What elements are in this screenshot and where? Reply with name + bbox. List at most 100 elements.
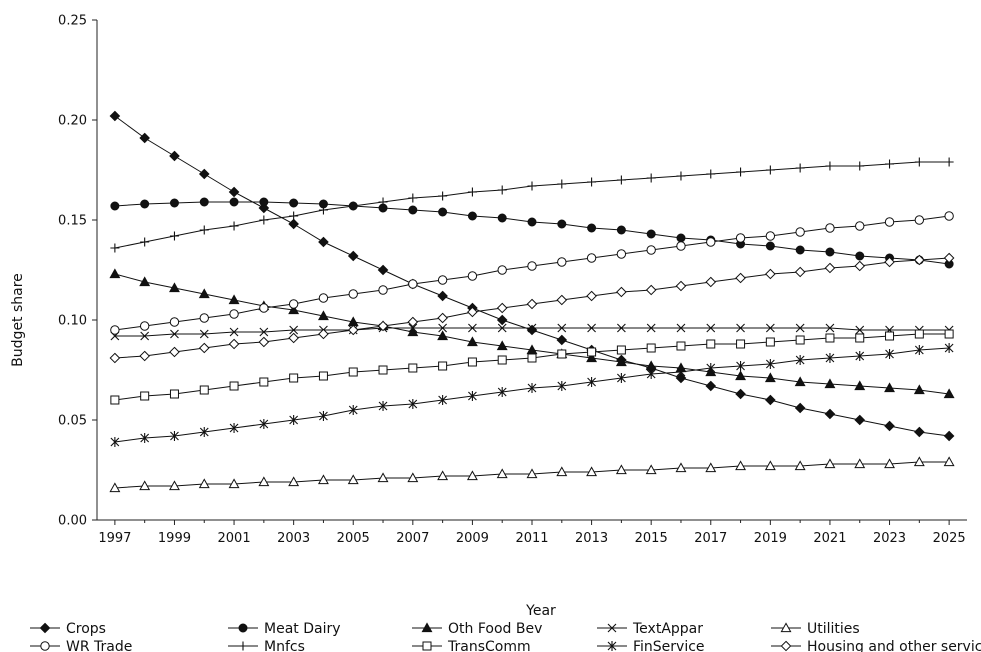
data-point-oth-food-bev xyxy=(854,380,866,391)
data-point-utilities xyxy=(466,470,478,481)
data-point-housing-and-other-services xyxy=(407,316,419,328)
data-point-oth-food-bev xyxy=(824,378,836,389)
data-point-transcomm xyxy=(855,333,865,343)
data-point-finservice xyxy=(557,381,567,391)
data-point-crops xyxy=(794,402,806,414)
data-point-wr-trade xyxy=(676,241,686,251)
data-point-mnfcs xyxy=(557,179,567,189)
data-point-transcomm xyxy=(646,343,656,353)
data-point-transcomm xyxy=(110,395,120,405)
x-tick-label: 2009 xyxy=(456,531,489,546)
data-point-wr-trade xyxy=(259,303,269,313)
data-point-finservice xyxy=(110,437,120,447)
legend-marker-meat-dairy xyxy=(238,623,248,633)
x-tick-label: 2003 xyxy=(277,531,310,546)
data-point-utilities xyxy=(556,466,568,477)
data-point-meat-dairy xyxy=(557,219,567,229)
data-point-finservice xyxy=(706,363,716,373)
data-point-transcomm xyxy=(318,371,328,381)
data-point-textappar xyxy=(140,331,150,341)
y-tick-label: 0.15 xyxy=(58,214,87,229)
data-point-mnfcs xyxy=(229,221,239,231)
data-point-utilities xyxy=(526,468,538,479)
legend-label: Utilities xyxy=(807,621,860,637)
data-point-finservice xyxy=(527,383,537,393)
data-point-wr-trade xyxy=(586,253,597,263)
series-line-wr-trade xyxy=(114,215,950,331)
data-point-wr-trade xyxy=(944,211,954,221)
x-tick-label: 2005 xyxy=(337,531,370,546)
data-point-mnfcs xyxy=(408,193,418,203)
data-point-crops xyxy=(824,408,836,420)
data-point-textappar xyxy=(408,323,418,333)
data-point-transcomm xyxy=(616,345,626,355)
data-point-transcomm xyxy=(736,339,746,349)
data-point-textappar xyxy=(497,323,507,333)
data-point-textappar xyxy=(438,323,448,333)
data-point-mnfcs xyxy=(318,205,328,215)
data-point-wr-trade xyxy=(378,285,388,295)
legend-item-textappar: TextAppar xyxy=(597,621,703,637)
data-point-mnfcs xyxy=(110,243,120,253)
data-point-finservice xyxy=(616,373,626,383)
data-point-oth-food-bev xyxy=(794,376,806,387)
data-point-utilities xyxy=(198,478,210,489)
data-point-utilities xyxy=(407,472,419,483)
data-point-meat-dairy xyxy=(140,199,150,209)
data-point-housing-and-other-services xyxy=(884,256,895,268)
data-point-mnfcs xyxy=(616,175,626,185)
data-point-transcomm xyxy=(676,341,686,351)
data-point-mnfcs xyxy=(765,165,775,175)
data-point-transcomm xyxy=(765,337,775,347)
data-point-finservice xyxy=(259,419,269,429)
data-point-utilities xyxy=(437,470,449,481)
legend-item-transcomm: TransComm xyxy=(412,639,531,652)
data-point-wr-trade xyxy=(855,221,865,231)
data-point-crops xyxy=(109,110,121,122)
legend-marker-transcomm xyxy=(422,641,432,651)
data-point-meat-dairy xyxy=(616,225,626,235)
data-point-utilities xyxy=(586,466,598,477)
data-point-oth-food-bev xyxy=(764,372,776,383)
data-point-finservice xyxy=(944,343,954,353)
data-point-oth-food-bev xyxy=(109,268,121,279)
data-point-oth-food-bev xyxy=(139,276,151,287)
data-point-textappar xyxy=(736,323,745,333)
data-point-wr-trade xyxy=(318,293,329,303)
legend-marker-crops xyxy=(39,622,51,634)
data-point-utilities xyxy=(288,476,300,487)
data-point-textappar xyxy=(587,323,596,333)
data-point-mnfcs xyxy=(944,157,954,167)
data-point-mnfcs xyxy=(646,173,656,183)
data-point-wr-trade xyxy=(646,245,656,255)
data-point-crops xyxy=(735,388,746,400)
data-point-wr-trade xyxy=(795,227,805,237)
data-point-mnfcs xyxy=(795,163,805,173)
data-point-utilities xyxy=(317,474,329,485)
data-point-oth-food-bev xyxy=(228,294,240,305)
data-point-oth-food-bev xyxy=(586,352,598,363)
data-point-finservice xyxy=(468,391,477,401)
legend-marker-oth-food-bev xyxy=(421,622,433,633)
y-tick-label: 0.20 xyxy=(58,114,87,129)
data-point-utilities xyxy=(615,464,627,475)
data-point-finservice xyxy=(736,361,745,371)
data-point-finservice xyxy=(497,387,507,397)
legend-item-mnfcs: Mnfcs xyxy=(228,639,305,652)
data-point-textappar xyxy=(527,323,537,333)
data-point-wr-trade xyxy=(557,257,567,267)
legend-label: Housing and other services xyxy=(807,639,981,652)
data-point-housing-and-other-services xyxy=(467,306,478,318)
data-point-meat-dairy xyxy=(110,201,120,211)
data-point-utilities xyxy=(824,458,836,469)
x-tick-label: 2013 xyxy=(575,531,608,546)
data-point-wr-trade xyxy=(527,261,537,271)
legend-item-crops: Crops xyxy=(30,621,106,637)
data-point-meat-dairy xyxy=(438,207,448,217)
data-point-utilities xyxy=(943,456,955,467)
data-point-housing-and-other-services xyxy=(705,276,717,288)
data-point-meat-dairy xyxy=(289,198,299,208)
data-point-utilities xyxy=(109,482,121,493)
data-point-crops xyxy=(496,314,508,326)
legend-label: Meat Dairy xyxy=(264,621,341,637)
